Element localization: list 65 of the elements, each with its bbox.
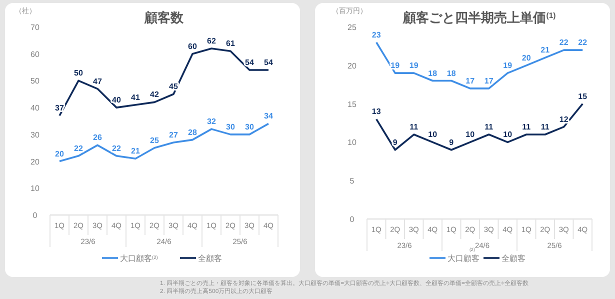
data-label: 41 — [131, 92, 140, 102]
data-label: 21 — [540, 46, 550, 55]
data-label: 10 — [503, 130, 513, 140]
data-label: 19 — [390, 61, 400, 70]
y-tick-label: 0 — [350, 215, 355, 224]
y-tick-label: 20 — [348, 61, 357, 70]
y-tick-label: 70 — [30, 23, 40, 32]
data-label: 61 — [226, 39, 236, 48]
data-label: 22 — [578, 38, 588, 48]
data-label: 22 — [74, 144, 84, 153]
legend-label: 全顧客 — [502, 254, 526, 263]
y-tick-label: 20 — [30, 157, 40, 166]
y-tick-label: 15 — [348, 100, 357, 109]
data-label: 13 — [372, 107, 382, 116]
data-label: 9 — [449, 138, 454, 147]
data-label: 18 — [446, 68, 456, 78]
data-label: 17 — [466, 76, 476, 86]
data-label: 25 — [150, 136, 160, 145]
data-label: 54 — [264, 58, 274, 67]
data-label: 23 — [372, 30, 382, 40]
data-label: 22 — [559, 38, 569, 48]
data-label: 12 — [559, 114, 569, 124]
y-tick-label: 5 — [350, 176, 355, 186]
data-label: 42 — [150, 90, 160, 100]
y-tick-label: 30 — [30, 130, 40, 140]
data-label: 62 — [207, 36, 216, 46]
chart-title: 顧客ごと四半期売上単価$^{(1)}$ — [402, 10, 556, 25]
legend-label: 大口顧客 — [448, 254, 480, 263]
data-label: 11 — [410, 122, 419, 132]
data-label: 40 — [112, 96, 122, 105]
data-label: 10 — [428, 130, 438, 140]
data-label: 18 — [428, 68, 438, 78]
data-label: 26 — [93, 133, 102, 142]
data-label: 10 — [466, 130, 476, 140]
data-label: 9 — [392, 138, 398, 147]
data-label: 34 — [264, 112, 274, 121]
y-tick-label: 40 — [30, 104, 40, 113]
data-label: 20 — [522, 53, 532, 62]
data-label: 60 — [188, 42, 198, 51]
y-tick-label: 10 — [348, 138, 357, 148]
chart-title: 顧客数 — [144, 10, 184, 25]
data-label: 20 — [55, 149, 64, 158]
data-label: 22 — [112, 144, 122, 153]
data-label: 27 — [169, 130, 178, 140]
y-tick-label: 0 — [32, 211, 38, 220]
data-label: 11 — [522, 122, 532, 132]
data-label: 50 — [74, 68, 84, 78]
y-tick-label: 25 — [348, 23, 357, 32]
y-tick-label: 10 — [30, 184, 40, 194]
data-label: 30 — [245, 122, 254, 132]
data-label: 19 — [409, 61, 419, 70]
legend-label: 全顧客 — [198, 254, 222, 263]
data-label: 47 — [93, 76, 102, 86]
data-label: 11 — [540, 122, 550, 132]
data-label: 19 — [503, 61, 513, 70]
data-label: 11 — [484, 122, 494, 132]
data-label: 21 — [131, 146, 140, 156]
y-tick-label: 60 — [30, 50, 40, 59]
y-tick-label: 50 — [30, 76, 40, 86]
data-label: 54 — [245, 58, 254, 67]
data-label: 28 — [188, 128, 198, 137]
data-label: 15 — [578, 92, 588, 101]
data-label: 32 — [207, 117, 216, 126]
data-label: 30 — [226, 122, 236, 132]
data-label: 17 — [484, 76, 494, 86]
